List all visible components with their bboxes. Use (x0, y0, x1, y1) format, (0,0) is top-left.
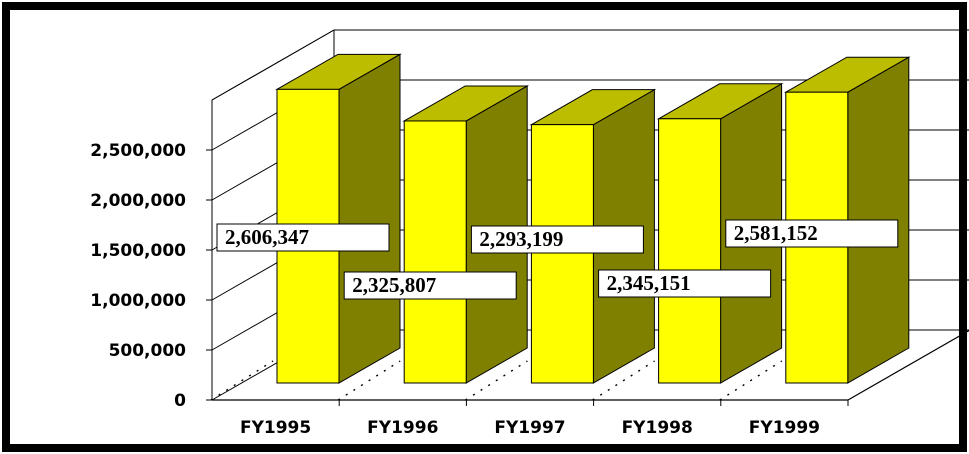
data-label-box (725, 219, 899, 248)
floor-dotted-line (210, 360, 274, 401)
data-label: 2,345,151 (607, 271, 691, 295)
data-label-box (470, 225, 644, 254)
data-label: 2,325,807 (352, 273, 436, 297)
y-tick-label: 0 (174, 391, 186, 411)
bars (275, 53, 911, 384)
floor-dotted-line (719, 360, 783, 401)
data-label-box (343, 271, 517, 300)
x-tick-label: FY1997 (494, 418, 565, 438)
y-tick-label: 1,000,000 (90, 291, 186, 311)
data-label-box (598, 269, 772, 298)
bar-FY1996 (403, 120, 467, 384)
y-tick-label: 1,500,000 (90, 241, 186, 261)
y-tick-label: 2,500,000 (90, 141, 186, 161)
gridline-left-6 (211, 29, 335, 101)
bar-side-FY1995 (338, 53, 401, 384)
bar-FY1997 (530, 124, 594, 384)
floor-dotted-line (592, 360, 655, 401)
chart-floor (210, 329, 969, 401)
data-labels: 2,606,347 2,325,807 2,293,199 2,345,151 2,58… (216, 219, 899, 300)
floor-dotted-line (465, 360, 528, 401)
y-axis-ticks: 0 500,000 1,000,000 1,500,000 2,000,000 2,500… (90, 141, 212, 411)
x-tick-label: FY1999 (749, 418, 820, 438)
bar-FY1998 (658, 118, 722, 384)
y-tick-label: 2,000,000 (90, 191, 186, 211)
floor-right-edge (847, 329, 969, 401)
data-label-box (216, 223, 390, 252)
x-axis-ticks: FY1995 FY1996 FY1997 FY1998 FY1999 (240, 400, 849, 438)
x-tick-label: FY1995 (240, 418, 311, 438)
x-tick-label: FY1996 (367, 418, 438, 438)
data-label: 2,293,199 (479, 227, 563, 251)
floor-dotted-line (337, 360, 401, 401)
x-tick-label: FY1998 (622, 418, 693, 438)
data-label: 2,581,152 (734, 221, 818, 245)
y-tick-label: 500,000 (109, 341, 187, 361)
data-label: 2,606,347 (225, 225, 309, 249)
